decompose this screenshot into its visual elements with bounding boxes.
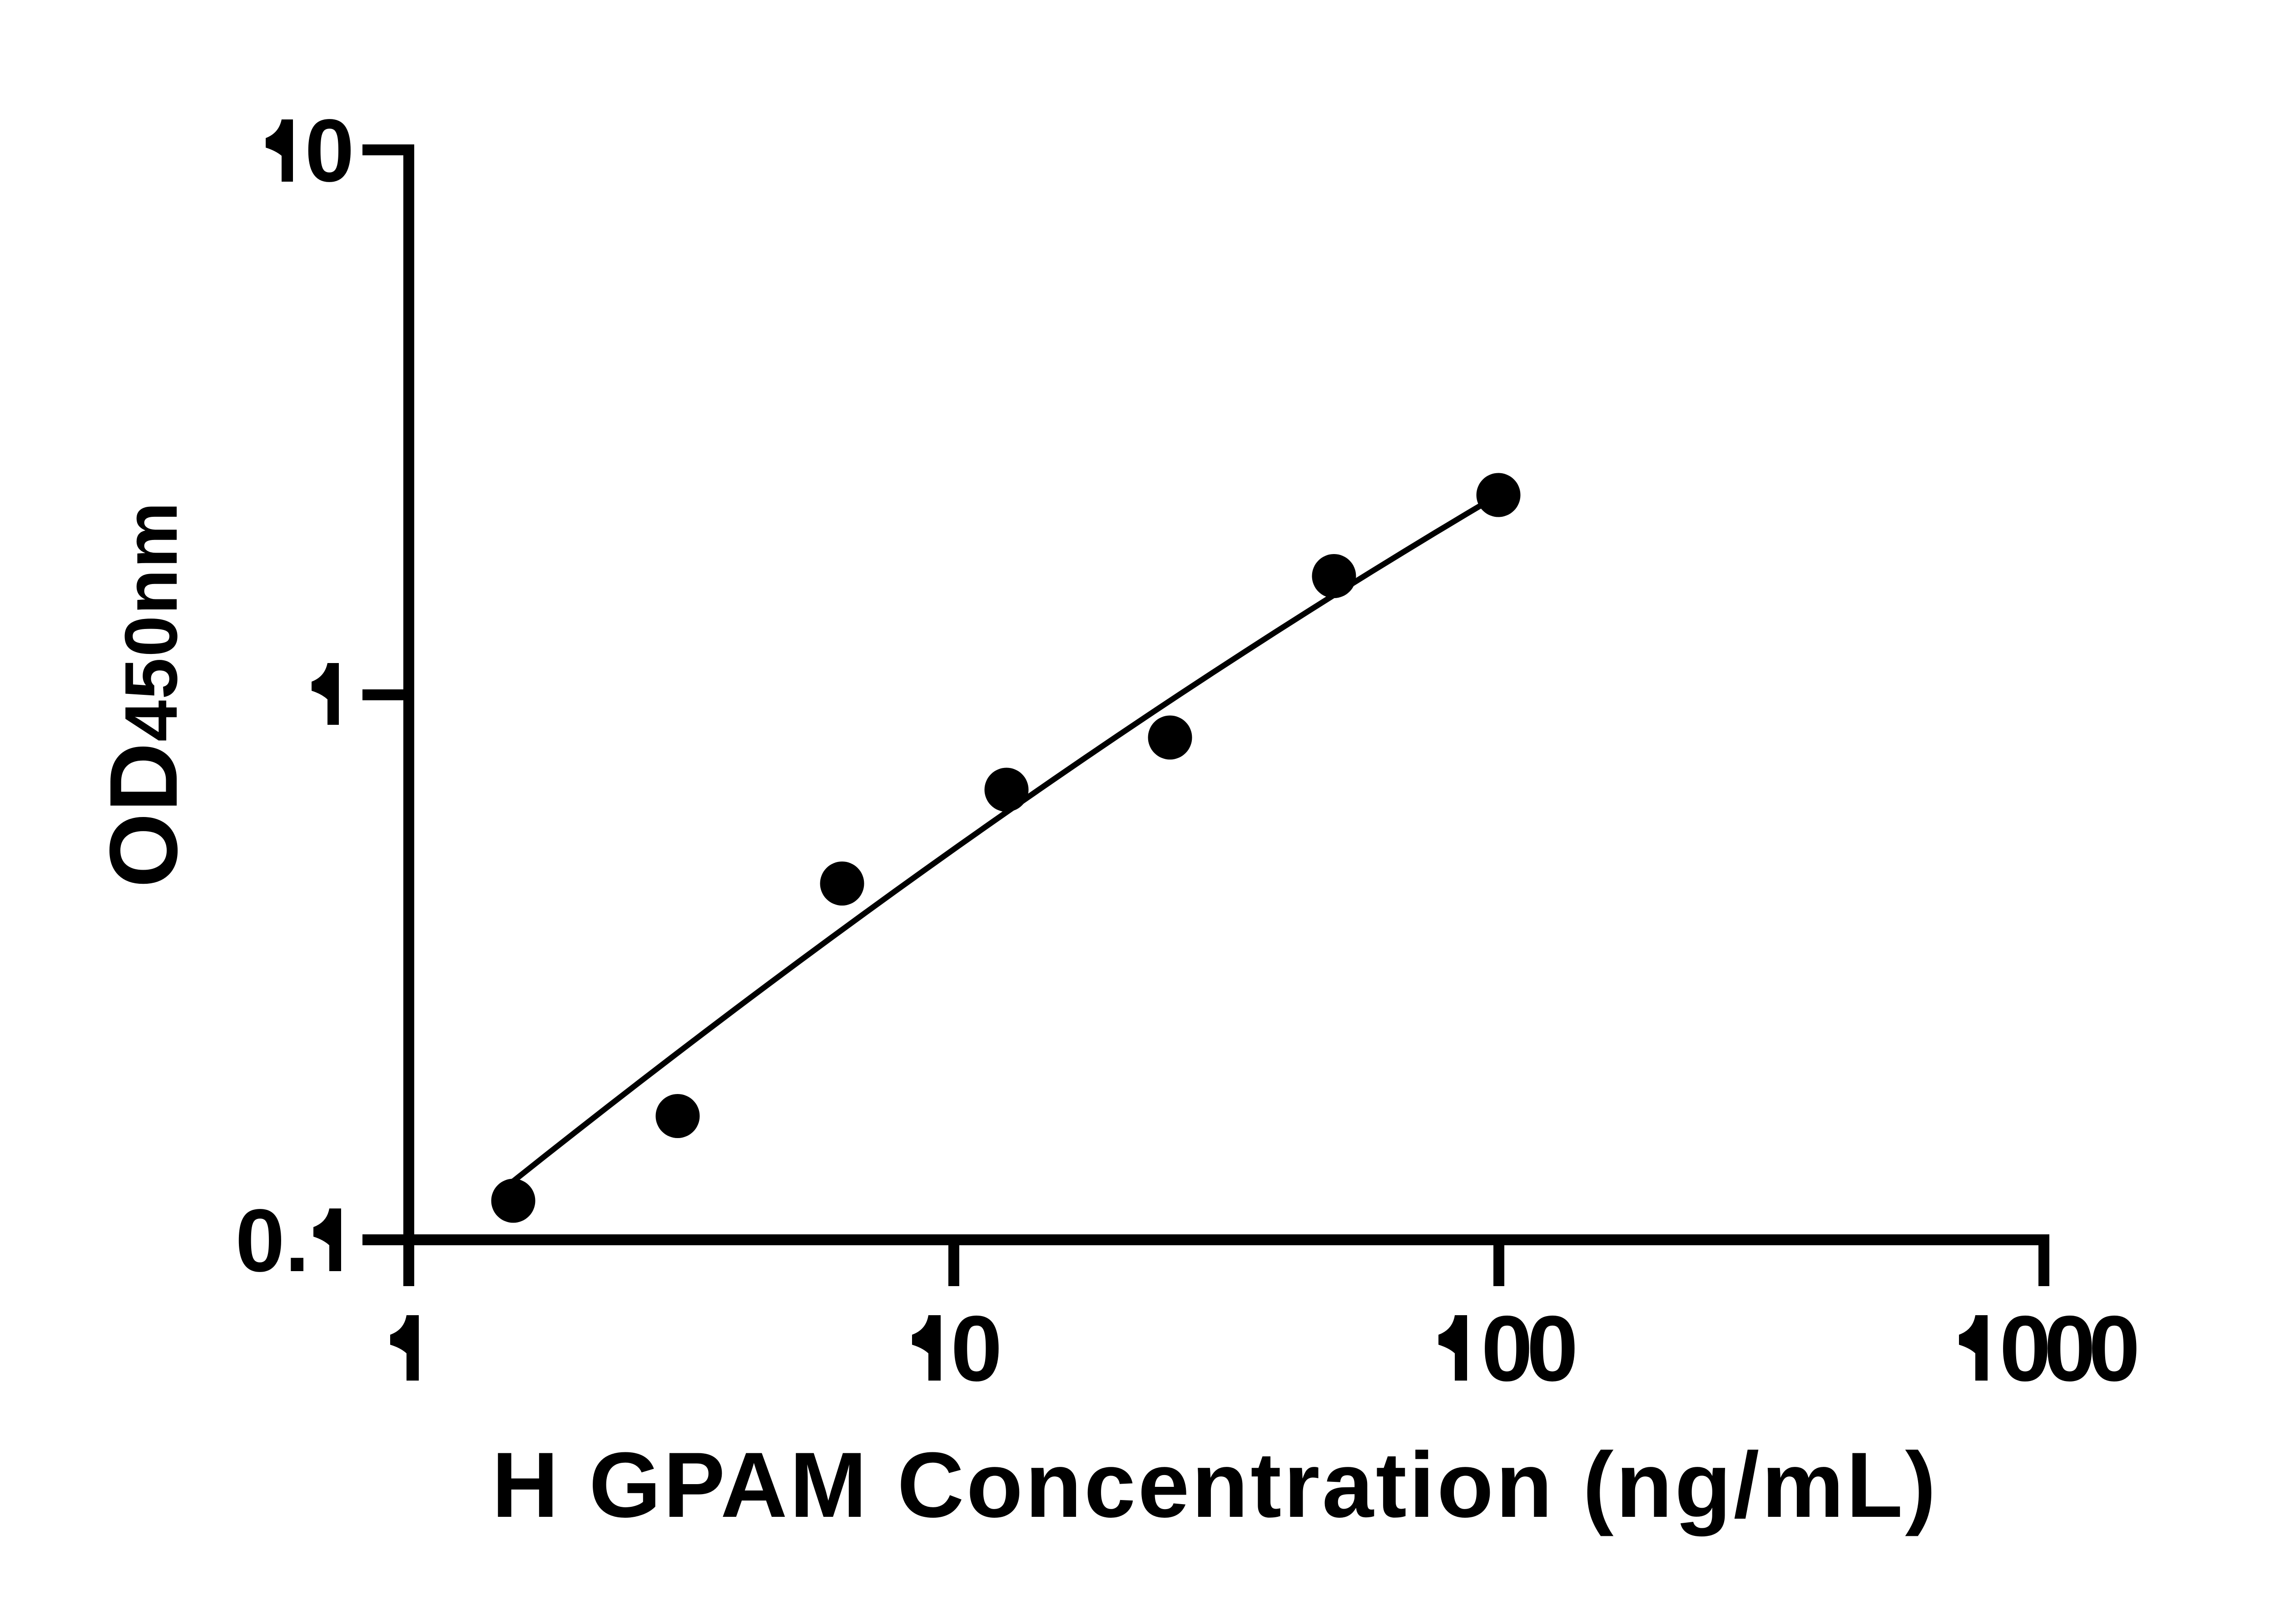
- svg-text:OD450nm: OD450nm: [89, 501, 197, 888]
- svg-text:0: 0: [1527, 1297, 1578, 1401]
- svg-text:0: 0: [2088, 1297, 2140, 1401]
- svg-text:0: 0: [2044, 1297, 2096, 1401]
- svg-text:0: 0: [1481, 1297, 1533, 1401]
- svg-text:0: 0: [951, 1297, 1002, 1401]
- svg-text:0.: 0.: [235, 1191, 309, 1290]
- svg-text:0: 0: [305, 101, 354, 200]
- svg-text:0: 0: [1999, 1297, 2051, 1401]
- svg-text:H GPAM Concentration (ng/mL): H GPAM Concentration (ng/mL): [492, 1433, 1939, 1537]
